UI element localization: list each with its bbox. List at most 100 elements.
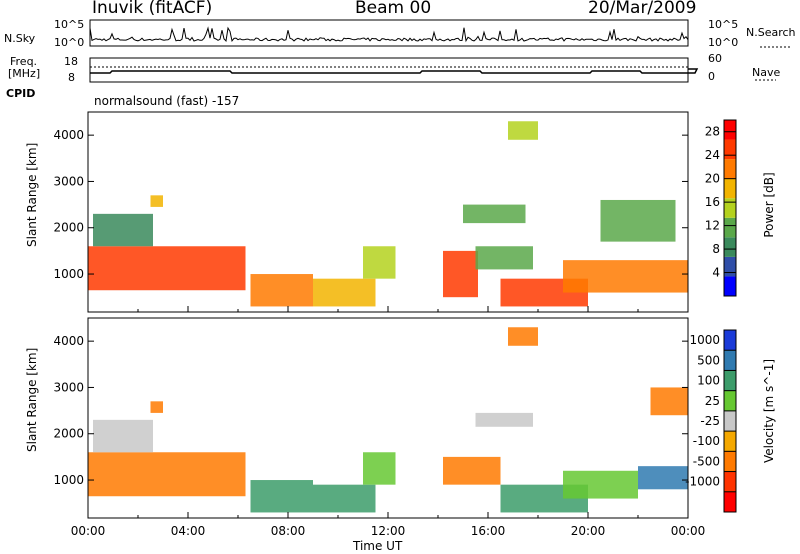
- nsky-tick-top: 10^5: [54, 18, 85, 31]
- power-region-8: [508, 121, 538, 140]
- freq-label: Freq.: [10, 55, 38, 68]
- velocity-region-5: [363, 452, 396, 485]
- power-region-10: [563, 260, 688, 293]
- velocity-colorbar-swatch: [724, 410, 736, 432]
- velocity-colorbar-tick-label: -500: [693, 454, 720, 468]
- nsearch-tick-top: 10^5: [708, 18, 739, 31]
- power-colorbar-swatch: [724, 256, 736, 277]
- power-colorbar-swatch: [724, 237, 736, 257]
- velocity-colorbar-swatch: [724, 471, 736, 492]
- power-colorbar-frame: [723, 119, 737, 297]
- x-tick-label: 08:00: [271, 524, 306, 538]
- velocity-y-tick-label: 3000: [53, 380, 84, 394]
- x-tick-label: 16:00: [471, 524, 506, 538]
- power-region-3: [250, 274, 313, 307]
- velocity-colorbar-tick-label: 500: [697, 353, 720, 367]
- x-tick-label: 00:00: [71, 524, 106, 538]
- power-colorbar-swatch: [724, 139, 736, 160]
- x-tick-label: 04:00: [171, 524, 206, 538]
- power-y-tick-label: 1000: [53, 267, 84, 281]
- velocity-colorbar-tick-label: -25: [700, 414, 720, 428]
- velocity-region-8: [508, 327, 538, 346]
- nsky-tick-bottom: 10^0: [54, 36, 85, 49]
- power-region-0: [88, 246, 246, 291]
- velocity-colorbar-frame: [723, 329, 737, 513]
- power-region-2: [150, 195, 163, 207]
- power-colorbar-swatch: [724, 120, 736, 140]
- velocity-colorbar-tick-label: 25: [705, 394, 720, 408]
- velocity-region-0: [88, 452, 246, 497]
- freq-tick-top: 18: [64, 55, 78, 68]
- velocity-region-2: [150, 401, 163, 413]
- velocity-region-11: [563, 470, 638, 499]
- velocity-heatmap-regions: [88, 327, 688, 513]
- nave-tick-top: 60: [708, 52, 722, 65]
- power-heatmap-regions: [88, 121, 688, 307]
- velocity-colorbar-swatch: [724, 330, 736, 351]
- nave-label: Nave: [752, 66, 781, 79]
- x-tick-label: 00:00: [671, 524, 706, 538]
- velocity-region-12: [650, 387, 688, 416]
- velocity-region-7: [475, 412, 533, 427]
- power-y-tick-label: 4000: [53, 128, 84, 142]
- x-tick-label: 12:00: [371, 524, 406, 538]
- power-colorbar-tick-label: 4: [712, 266, 720, 280]
- velocity-colorbar-swatch: [724, 370, 736, 391]
- velocity-colorbar-swatch: [724, 390, 736, 411]
- power-region-5: [363, 246, 396, 279]
- velocity-colorbar-swatch: [724, 491, 736, 512]
- velocity-colorbar-tick-label: -100: [693, 434, 720, 448]
- power-colorbar-tick-label: 8: [712, 242, 720, 256]
- velocity-colorbar-swatch: [724, 451, 736, 472]
- nave-tick-bottom: 0: [708, 70, 715, 83]
- power-colorbar-swatch: [724, 159, 736, 179]
- x-tick-label: 20:00: [571, 524, 606, 538]
- nsky-trace: [89, 26, 689, 43]
- velocity-colorbar-tick-label: 1000: [689, 333, 720, 347]
- power-colorbar-tick-label: 16: [705, 195, 720, 209]
- velocity-region-10: [638, 466, 688, 490]
- power-y-tick-label: 2000: [53, 221, 84, 235]
- power-region-11: [463, 204, 526, 224]
- velocity-colorbar-tick-label: -1000: [685, 475, 720, 489]
- nsky-panel-frame: [89, 19, 689, 47]
- x-axis-label: Time UT: [353, 539, 403, 553]
- nsearch-tick-bottom: 10^0: [708, 36, 739, 49]
- date-title: 20/Mar/2009: [588, 0, 697, 18]
- power-colorbar-tick-label: 20: [705, 172, 720, 186]
- velocity-y-tick-label: 2000: [53, 427, 84, 441]
- power-colorbar-swatch: [724, 217, 736, 238]
- nsearch-label: N.Search: [746, 26, 796, 39]
- freq-unit: [MHz]: [8, 67, 41, 80]
- power-region-6: [443, 250, 478, 298]
- power-region-1: [93, 213, 153, 247]
- power-region-12: [600, 199, 676, 242]
- velocity-colorbar-tick-label: 100: [697, 374, 720, 388]
- nsky-label: N.Sky: [4, 32, 36, 45]
- beam-title: Beam 00: [355, 0, 432, 18]
- velocity-region-1: [93, 419, 153, 453]
- freq-trace: [90, 68, 699, 74]
- power-colorbar-swatch: [724, 276, 736, 296]
- power-colorbar-tick-label: 24: [705, 148, 720, 162]
- power-region-4: [313, 278, 376, 307]
- freq-panel-frame: [89, 57, 689, 83]
- power-y-tick-label: 3000: [53, 174, 84, 188]
- velocity-region-3: [250, 480, 313, 513]
- cpid-label: CPID: [6, 87, 36, 100]
- power-colorbar-swatch: [724, 198, 736, 218]
- power-colorbar-tick-label: 12: [705, 219, 720, 233]
- freq-tick-bottom: 8: [68, 71, 75, 84]
- station-title: Inuvik (fitACF): [92, 0, 213, 18]
- velocity-y-tick-label: 1000: [53, 473, 84, 487]
- cpid-value: normalsound (fast) -157: [94, 94, 240, 108]
- velocity-colorbar-swatch: [724, 350, 736, 371]
- velocity-y-tick-label: 4000: [53, 334, 84, 348]
- power-region-7: [475, 246, 533, 270]
- power-colorbar-tick-label: 28: [705, 125, 720, 139]
- power-colorbar-swatch: [724, 178, 736, 199]
- velocity-region-4: [313, 484, 376, 513]
- velocity-region-6: [443, 456, 501, 485]
- velocity-colorbar-swatch: [724, 431, 736, 452]
